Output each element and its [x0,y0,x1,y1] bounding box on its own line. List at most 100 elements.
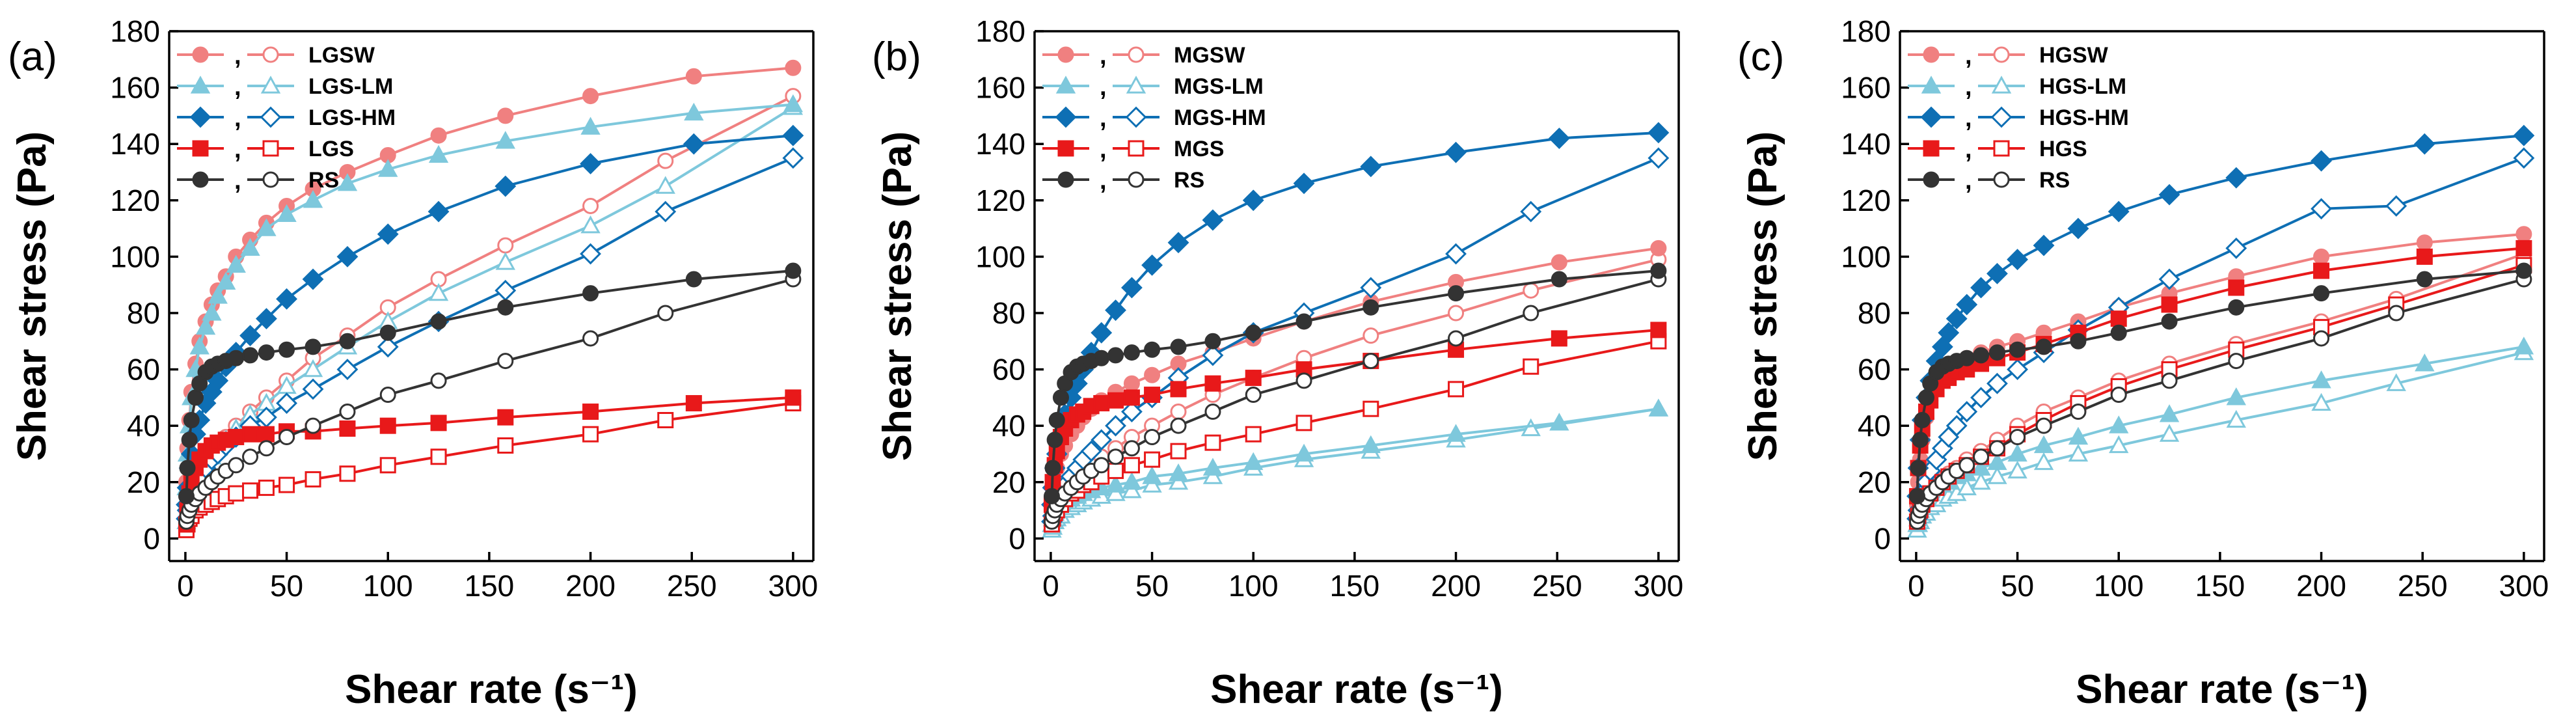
legend-label: HGSW [2039,43,2109,68]
data-point-filled [1123,389,1140,406]
series-lgs [178,389,802,538]
y-tick-label: 20 [992,465,1025,499]
x-tick-label: 200 [1431,569,1481,603]
y-tick-label: 80 [127,296,160,330]
data-point-open [1448,305,1465,322]
data-point-open [655,200,677,223]
legend-marker-filled [192,171,209,188]
legend-entry: , RS [1042,167,1204,195]
x-axis-title: Shear rate (s⁻¹) [2076,667,2368,712]
legend-marker-filled [1923,171,1940,188]
data-point-open [657,305,674,322]
data-point-filled [783,94,804,113]
data-point-open [1121,401,1143,422]
data-point-filled [1648,398,1669,417]
data-point-filled [1043,487,1060,504]
data-point-filled [1938,322,1960,344]
x-tick-label: 150 [2195,569,2245,603]
data-point-filled [1052,389,1069,406]
data-point-filled [2068,426,2089,445]
data-point-filled [1914,412,1931,429]
panel-c: (c) 0 50 100 150 200 250 300 0 20 40 60 80 100 120 140 1… [1737,14,2549,712]
x-tick-label: 50 [270,569,303,603]
plot-area [1906,124,2535,538]
data-point-filled [497,409,514,426]
x-tick-label: 100 [2094,569,2144,603]
y-tick-label: 100 [110,240,160,273]
data-point-filled [685,271,702,288]
y-tick-label: 140 [975,127,1025,161]
y-tick-label: 120 [110,184,160,217]
data-point-filled [377,223,399,245]
data-point-filled [2161,313,2178,330]
data-point-open [2070,404,2087,420]
legend-marker-open [260,106,282,128]
data-point-open [1956,401,1978,422]
series-rs [1043,262,1667,530]
data-point-filled [228,350,245,366]
panel-label: (c) [1737,34,1784,79]
data-point-open [495,252,515,270]
data-point-open [430,448,447,465]
data-point-filled [1093,350,1110,366]
legend-marker-filled [189,106,211,128]
legend-label: RS [2039,168,2070,193]
data-point-filled [2007,443,2027,462]
x-axis-title: Shear rate (s⁻¹) [345,667,638,712]
data-point-filled [1245,324,1262,341]
data-point-filled [256,218,277,236]
legend-label: RS [308,168,339,193]
data-point-filled [1988,344,2005,361]
data-point-filled [1107,392,1124,409]
series-line-filled [1050,407,1659,525]
data-point-filled [580,117,601,135]
data-point-open [1204,404,1221,420]
legend-marker-open [1128,140,1145,157]
legend-entry: , HGSW [1908,42,2109,70]
data-point-filled [2515,262,2532,279]
legend-marker-open [1128,171,1145,188]
data-point-filled [1170,381,1187,398]
data-point-open [2035,417,2052,434]
data-point-open [1957,477,1977,496]
legend-label: HGS-LM [2039,74,2126,99]
data-point-open [1523,305,1539,322]
data-point-filled [2110,324,2127,341]
data-point-filled [2311,370,2331,389]
data-point-filled [685,395,702,412]
data-point-open [278,428,295,445]
legend: , HGSW, HGS-LM, HGS-HM, HGS, RS [1908,42,2129,195]
data-point-open [2161,372,2178,389]
data-point-filled [1105,299,1126,322]
series-line-filled [1050,247,1659,511]
data-point-open [428,282,449,301]
legend-separator: , [1100,167,1107,195]
data-point-filled [258,344,275,361]
legend-label: MGS-LM [1174,74,1264,99]
data-point-filled [337,173,358,191]
data-point-filled [1245,370,1262,387]
data-point-open [582,197,599,214]
y-axis-title: Shear stress (Pa) [10,131,55,461]
legend-label: LGS-LM [308,74,393,99]
data-point-filled [183,412,200,429]
legend-separator: , [1100,136,1107,163]
series-line-filled [1050,131,1659,505]
panel-b: (b) 0 50 100 150 200 250 300 0 20 40 60 80 100 120 140 1… [872,14,1683,712]
data-point-filled [1170,338,1187,355]
y-tick-label: 40 [992,409,1025,443]
data-point-open [1122,480,1142,499]
data-point-filled [1123,375,1140,392]
y-tick-label: 140 [1841,127,1891,161]
data-point-open [1523,282,1539,299]
data-point-open [1295,415,1312,432]
data-point-filled [683,133,705,155]
data-point-filled [430,127,447,144]
data-point-filled [430,313,447,330]
x-tick-label: 50 [1135,569,1169,603]
data-point-open [2226,409,2246,428]
data-point-filled [1293,172,1315,195]
y-tick-label: 160 [975,71,1025,105]
plot-area [176,59,804,538]
